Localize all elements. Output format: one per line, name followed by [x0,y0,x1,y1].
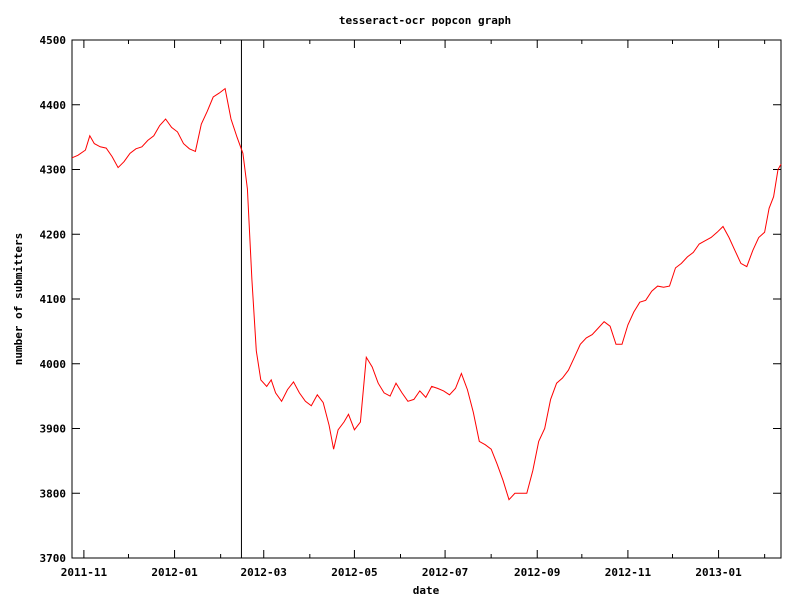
y-tick-label: 4500 [40,34,67,47]
y-axis: 3700 3800 3900 4000 4100 4200 4300 4400 4500 [40,34,781,565]
x-axis: 2011-11 2012-01 2012-03 2012-05 2012-07 2012-… [61,40,766,579]
x-tick-label: 2012-07 [422,566,468,579]
y-tick-label: 4400 [40,99,67,112]
y-tick-label: 4300 [40,164,67,177]
x-axis-label: date [413,584,440,597]
x-tick-label: 2012-03 [241,566,287,579]
y-tick-label: 4200 [40,228,67,241]
x-tick-label: 2012-05 [331,566,377,579]
chart-title: tesseract-ocr popcon graph [339,14,511,27]
x-tick-label: 2012-09 [514,566,560,579]
x-tick-label: 2012-01 [151,566,198,579]
y-tick-label: 3900 [40,423,67,436]
y-tick-label: 3700 [40,552,67,565]
x-tick-label: 2013-01 [695,566,742,579]
x-tick-label: 2011-11 [61,566,108,579]
y-tick-label: 3800 [40,487,67,500]
x-tick-label: 2012-11 [605,566,652,579]
series-line-submitters [71,87,782,501]
y-tick-label: 4000 [40,358,67,371]
plot-frame [71,39,782,559]
y-axis-label: number of submitters [12,233,25,365]
y-tick-label: 4100 [40,293,67,306]
